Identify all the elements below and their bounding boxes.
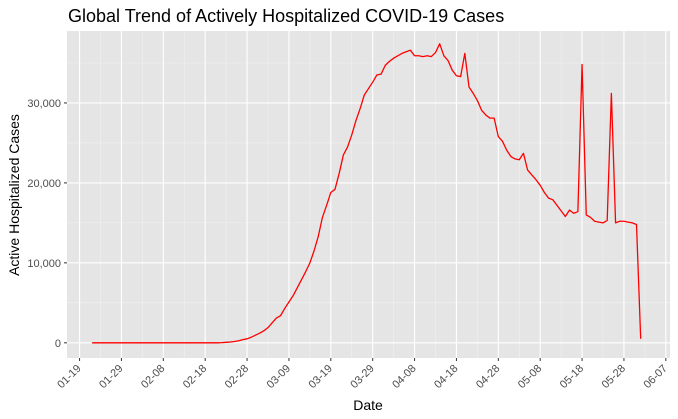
x-tick-label: 05-08: [516, 363, 544, 391]
x-tick-label: 02-28: [223, 363, 251, 391]
y-tick-label: 30,000: [27, 98, 61, 110]
plot-panel: [67, 31, 670, 358]
x-tick-label: 06-07: [642, 363, 670, 391]
minor-gridlines: [67, 31, 670, 358]
y-tick-label: 20,000: [27, 178, 61, 190]
y-tick-label: 0: [55, 338, 61, 350]
x-tick-label: 03-09: [265, 363, 293, 391]
x-tick-label: 01-19: [55, 363, 83, 391]
x-axis-title: Date: [353, 397, 383, 413]
x-tick-label: 04-08: [390, 363, 418, 391]
chart-title: Global Trend of Actively Hospitalized CO…: [68, 6, 504, 26]
x-tick-label: 02-08: [139, 363, 167, 391]
series-layer: [92, 43, 642, 344]
x-tick-label: 01-29: [97, 363, 125, 391]
x-tick-label: 04-18: [432, 363, 460, 391]
y-axis-title: Active Hospitalized Cases: [6, 114, 22, 276]
x-tick-label: 05-18: [558, 363, 586, 391]
x-tick-label: 05-28: [600, 363, 628, 391]
x-tick-label: 03-29: [348, 363, 376, 391]
x-tick-label: 04-28: [474, 363, 502, 391]
x-tick-label: 03-19: [307, 363, 335, 391]
x-axis: 01-19 01-29 02-08 02-18 02-28 03-09 03-19 03-29…: [55, 358, 670, 391]
series-line-1: [92, 43, 642, 344]
y-tick-label: 10,000: [27, 258, 61, 270]
x-tick-label: 02-18: [181, 363, 209, 391]
y-axis: 0 10,000 20,000 30,000: [27, 98, 67, 350]
